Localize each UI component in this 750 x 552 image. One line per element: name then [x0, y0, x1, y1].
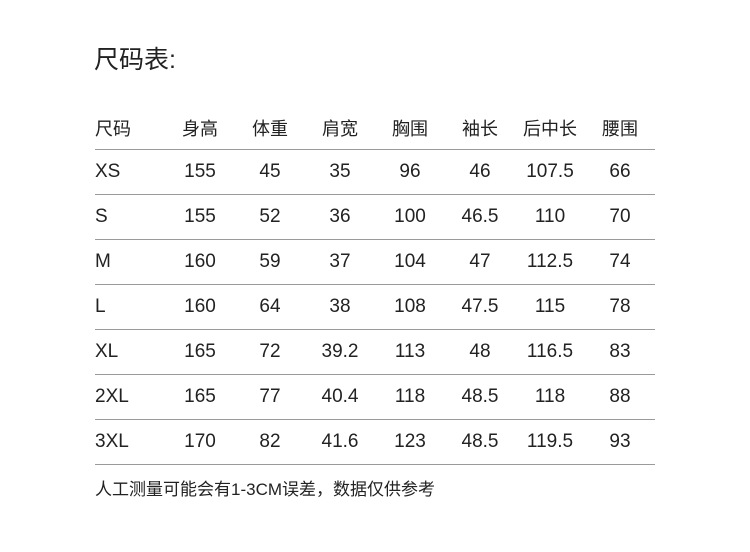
table-cell: 118: [375, 374, 445, 420]
size-label-cell: M: [95, 239, 165, 285]
table-cell: 116.5: [515, 329, 585, 375]
table-row: M 160 59 37 104 47 112.5 74: [95, 239, 655, 285]
table-cell: 108: [375, 284, 445, 330]
table-row: XS 155 45 35 96 46 107.5 66: [95, 149, 655, 195]
table-cell: 41.6: [305, 419, 375, 465]
table-cell: 160: [165, 239, 235, 285]
table-header-row: 尺码 身高 体重 肩宽 胸围 袖长 后中长 腰围: [95, 107, 655, 150]
table-cell: 36: [305, 194, 375, 240]
column-header: 尺码: [95, 107, 165, 150]
table-cell: 59: [235, 239, 305, 285]
table-cell: 46: [445, 149, 515, 195]
table-cell: 74: [585, 239, 655, 285]
table-cell: 77: [235, 374, 305, 420]
table-cell: 123: [375, 419, 445, 465]
size-label-cell: L: [95, 284, 165, 330]
table-cell: 107.5: [515, 149, 585, 195]
table-cell: 119.5: [515, 419, 585, 465]
table-cell: 96: [375, 149, 445, 195]
size-label-cell: 3XL: [95, 419, 165, 465]
table-cell: 170: [165, 419, 235, 465]
table-cell: 40.4: [305, 374, 375, 420]
size-label-cell: XS: [95, 149, 165, 195]
column-header: 身高: [165, 107, 235, 150]
table-cell: 35: [305, 149, 375, 195]
table-cell: 48: [445, 329, 515, 375]
table-cell: 64: [235, 284, 305, 330]
page-title: 尺码表:: [94, 46, 176, 74]
column-header: 胸围: [375, 107, 445, 150]
table-cell: 155: [165, 149, 235, 195]
table-row: 3XL 170 82 41.6 123 48.5 119.5 93: [95, 419, 655, 465]
table-cell: 45: [235, 149, 305, 195]
size-label-cell: XL: [95, 329, 165, 375]
table-cell: 115: [515, 284, 585, 330]
table-cell: 37: [305, 239, 375, 285]
table-cell: 72: [235, 329, 305, 375]
table-cell: 70: [585, 194, 655, 240]
table-cell: 82: [235, 419, 305, 465]
column-header: 腰围: [585, 107, 655, 150]
size-label-cell: 2XL: [95, 374, 165, 420]
column-header: 袖长: [445, 107, 515, 150]
table-cell: 155: [165, 194, 235, 240]
table-cell: 39.2: [305, 329, 375, 375]
table-cell: 78: [585, 284, 655, 330]
table-cell: 165: [165, 329, 235, 375]
table-cell: 48.5: [445, 419, 515, 465]
measurement-note: 人工测量可能会有1-3CM误差，数据仅供参考: [95, 480, 436, 499]
table-cell: 66: [585, 149, 655, 195]
table-cell: 47: [445, 239, 515, 285]
table-cell: 104: [375, 239, 445, 285]
table-cell: 93: [585, 419, 655, 465]
table-cell: 100: [375, 194, 445, 240]
table-cell: 88: [585, 374, 655, 420]
table-cell: 83: [585, 329, 655, 375]
table-cell: 38: [305, 284, 375, 330]
table-row: XL 165 72 39.2 113 48 116.5 83: [95, 329, 655, 375]
table-cell: 165: [165, 374, 235, 420]
size-label-cell: S: [95, 194, 165, 240]
table-cell: 112.5: [515, 239, 585, 285]
table-cell: 118: [515, 374, 585, 420]
table-cell: 110: [515, 194, 585, 240]
table-row: 2XL 165 77 40.4 118 48.5 118 88: [95, 374, 655, 420]
table-cell: 52: [235, 194, 305, 240]
table-cell: 113: [375, 329, 445, 375]
table-row: L 160 64 38 108 47.5 115 78: [95, 284, 655, 330]
table-cell: 160: [165, 284, 235, 330]
table-cell: 46.5: [445, 194, 515, 240]
table-cell: 48.5: [445, 374, 515, 420]
column-header: 后中长: [515, 107, 585, 150]
table-row: S 155 52 36 100 46.5 110 70: [95, 194, 655, 240]
size-chart-table: 尺码 身高 体重 肩宽 胸围 袖长 后中长 腰围 XS 155 45 35 96 46 107.5 66 S 1…: [95, 107, 655, 465]
table-cell: 47.5: [445, 284, 515, 330]
column-header: 肩宽: [305, 107, 375, 150]
column-header: 体重: [235, 107, 305, 150]
